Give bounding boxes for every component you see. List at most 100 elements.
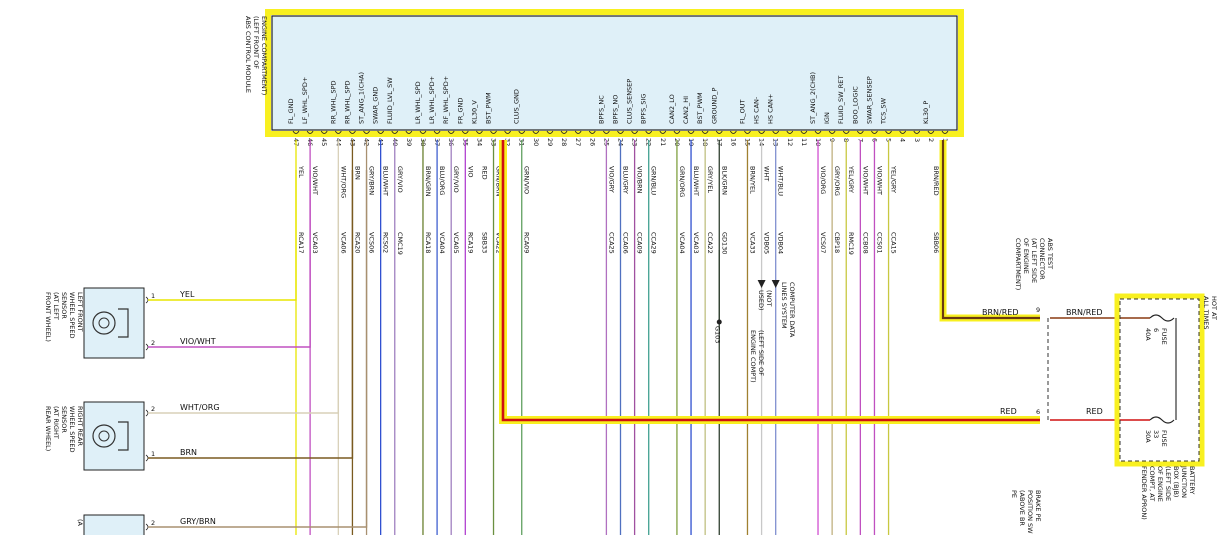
- pin-signal-label: FL_GND: [287, 98, 295, 124]
- pin-4[interactable]: 4: [899, 130, 907, 142]
- pin-34[interactable]: KL30_V 34 RED SBB33: [470, 100, 488, 254]
- connector-wire-bottom-left: RED: [1000, 407, 1017, 416]
- wire-color-code: BLK/GRN: [720, 166, 728, 195]
- pin-number: 39: [405, 138, 413, 146]
- sensor-name-line: SENSOR: [60, 406, 68, 433]
- circuit-id: RMC19: [847, 232, 855, 255]
- wheel-speed-sensor-3[interactable]: (A 2 GRY/BRN: [76, 170, 368, 535]
- fuse-icon: [1149, 416, 1175, 424]
- pin-26[interactable]: 26: [588, 130, 596, 146]
- circuit-id: VCA22: [495, 232, 503, 254]
- pin-contact: [927, 130, 935, 134]
- sensor-name-line: FRONT WHEEL): [44, 292, 52, 342]
- sensor-pin-contact: [145, 343, 149, 351]
- sensor-pin-contact: [145, 409, 149, 417]
- pin-3[interactable]: 3: [913, 130, 921, 142]
- sensor-name-line: SENSOR: [60, 292, 68, 319]
- sensor-coil-icon: [118, 421, 129, 451]
- circuit-id: CMC19: [396, 232, 404, 255]
- pin-30[interactable]: 30: [532, 130, 540, 146]
- circuit-id: VCA03: [311, 232, 319, 254]
- pin-contact: [673, 130, 681, 134]
- kl30-v-highlight: [499, 140, 1040, 424]
- pin-number: 30: [532, 138, 540, 146]
- pin-contact: [885, 130, 892, 134]
- ground-icon: [716, 319, 722, 325]
- pin-contact: [603, 130, 610, 134]
- module-title-line: (LEFT FRONT OF: [252, 16, 260, 69]
- module-title-line: ENGINE COMPARTMENT): [260, 16, 268, 95]
- bjb-highlight: [1114, 293, 1205, 467]
- pin-signal-label: FR_GND: [456, 98, 464, 124]
- sensor-gear-icon: [92, 311, 116, 335]
- brake-switch-label: PE: [1010, 490, 1018, 498]
- pin-contact: [306, 130, 314, 134]
- ground-note: (LEFT SIDE OF: [757, 330, 765, 376]
- pin-contact: [334, 130, 342, 134]
- circuit-id: RCA19: [466, 232, 474, 253]
- pin-28[interactable]: 28: [560, 130, 568, 146]
- wire-color-code: VIO/GRY: [607, 166, 615, 193]
- connector-name-line: ABS TEST: [1046, 238, 1054, 269]
- sensor-wire[interactable]: [148, 170, 340, 414]
- sensor-name-line: (AT LEFT: [52, 292, 60, 320]
- sensor-name-line: (AT RIGHT: [52, 406, 60, 439]
- pin-contact: [447, 130, 455, 134]
- module-title-line: ABS CONTROL MODULE: [244, 16, 252, 93]
- pin-number: 32: [504, 138, 512, 146]
- sensor-wire-label: YEL: [179, 290, 195, 299]
- sensor-wire-label: VIO/WHT: [180, 337, 216, 346]
- sensor-pin-contact: [145, 296, 149, 304]
- wire-color-code: VIO/BRN: [636, 166, 644, 194]
- pin-21[interactable]: 21: [659, 130, 667, 146]
- pin-39[interactable]: 39: [405, 130, 413, 146]
- pin-contact: [857, 130, 864, 134]
- pin-signal-label: KL30_P: [922, 101, 930, 124]
- pin-number: 28: [560, 138, 568, 146]
- sensor-wire[interactable]: [148, 170, 297, 301]
- sensor-wire[interactable]: [148, 170, 368, 528]
- sensor-wire[interactable]: [148, 170, 311, 348]
- pin-signal-label: LF_WHL_SPD+: [301, 77, 309, 124]
- pin-27[interactable]: 27: [574, 130, 582, 146]
- pin-11[interactable]: 11: [800, 130, 808, 146]
- pin-29[interactable]: 29: [546, 130, 554, 146]
- pin-signal-label: HS CAN+: [767, 94, 775, 124]
- circuit-id: CCA09: [636, 232, 644, 254]
- wire-color-code: BRN/RED: [932, 166, 940, 196]
- abs-module-body[interactable]: [271, 15, 958, 131]
- sensor-wire[interactable]: [148, 170, 354, 459]
- connector-wire-bottom-right: RED: [1086, 407, 1103, 416]
- kl30-v-wire[interactable]: [501, 140, 1040, 422]
- pin-contact: [504, 130, 511, 134]
- pin-signal-label: LR_WHL_SPD+: [428, 76, 436, 124]
- circuit-id: VCA04: [438, 232, 446, 254]
- pin-number: 27: [574, 138, 582, 146]
- wire-color-code: BRN/YEL: [748, 166, 756, 194]
- pin-45[interactable]: 45: [320, 130, 328, 146]
- pin-16[interactable]: 16: [729, 130, 737, 146]
- pin-signal-label: BPFS_NO: [612, 95, 620, 124]
- pin-contact: [391, 130, 399, 134]
- wire-color-code: BRN: [353, 166, 361, 180]
- circuit-id: RCA09: [523, 232, 531, 253]
- bjb-name-line: JUNCTION: [1180, 465, 1188, 498]
- circuit-id: VCS06: [368, 232, 376, 253]
- pin-signal-label: KL30_V: [470, 100, 478, 124]
- kl30-p-wire[interactable]: [941, 140, 1040, 320]
- circuit-id: VDB05: [763, 232, 771, 254]
- wire-color-code: VIO/WHT: [861, 166, 869, 195]
- brake-switch-label: BRAKE PE: [1034, 490, 1042, 522]
- pin-2[interactable]: KL30_P 2 BRN/RED SBB06: [922, 101, 940, 254]
- pin-32[interactable]: 32: [504, 130, 512, 146]
- not-used-note: USED): [757, 290, 765, 311]
- pin-12[interactable]: 12: [786, 130, 794, 146]
- pin-contact: [588, 130, 596, 134]
- pin-contact: [560, 130, 568, 134]
